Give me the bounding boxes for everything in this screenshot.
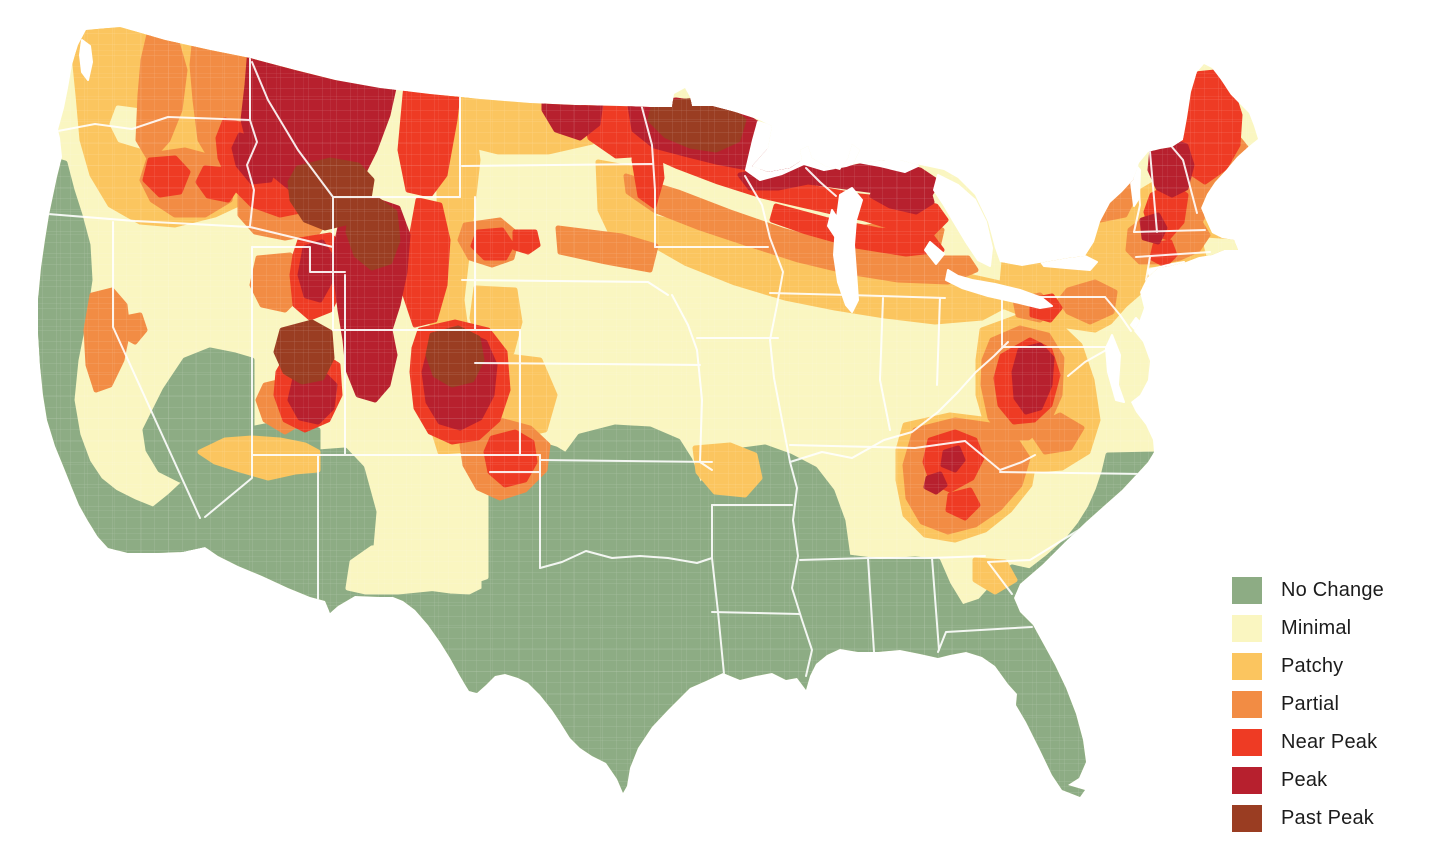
legend-label-patchy: Patchy: [1281, 654, 1344, 677]
legend-swatch-no_change: [1232, 576, 1262, 604]
state-borders: [47, 27, 1211, 677]
legend: No Change Minimal Patchy Partial Near Peak Pe…: [1232, 576, 1384, 832]
legend-item-peak: Peak: [1232, 766, 1384, 794]
legend-label-no_change: No Change: [1281, 578, 1384, 601]
legend-item-past_peak: Past Peak: [1232, 804, 1384, 832]
legend-item-minimal: Minimal: [1232, 614, 1384, 642]
legend-swatch-partial: [1232, 690, 1262, 718]
legend-swatch-near_peak: [1232, 728, 1262, 756]
legend-swatch-past_peak: [1232, 804, 1262, 832]
legend-label-minimal: Minimal: [1281, 616, 1352, 639]
legend-item-near_peak: Near Peak: [1232, 728, 1384, 756]
legend-label-peak: Peak: [1281, 768, 1328, 791]
legend-label-past_peak: Past Peak: [1281, 806, 1374, 829]
legend-swatch-patchy: [1232, 652, 1262, 680]
legend-label-near_peak: Near Peak: [1281, 730, 1378, 753]
legend-swatch-peak: [1232, 766, 1262, 794]
legend-swatch-minimal: [1232, 614, 1262, 642]
legend-label-partial: Partial: [1281, 692, 1340, 715]
legend-item-partial: Partial: [1232, 690, 1384, 718]
legend-item-patchy: Patchy: [1232, 652, 1384, 680]
legend-item-no_change: No Change: [1232, 576, 1384, 604]
